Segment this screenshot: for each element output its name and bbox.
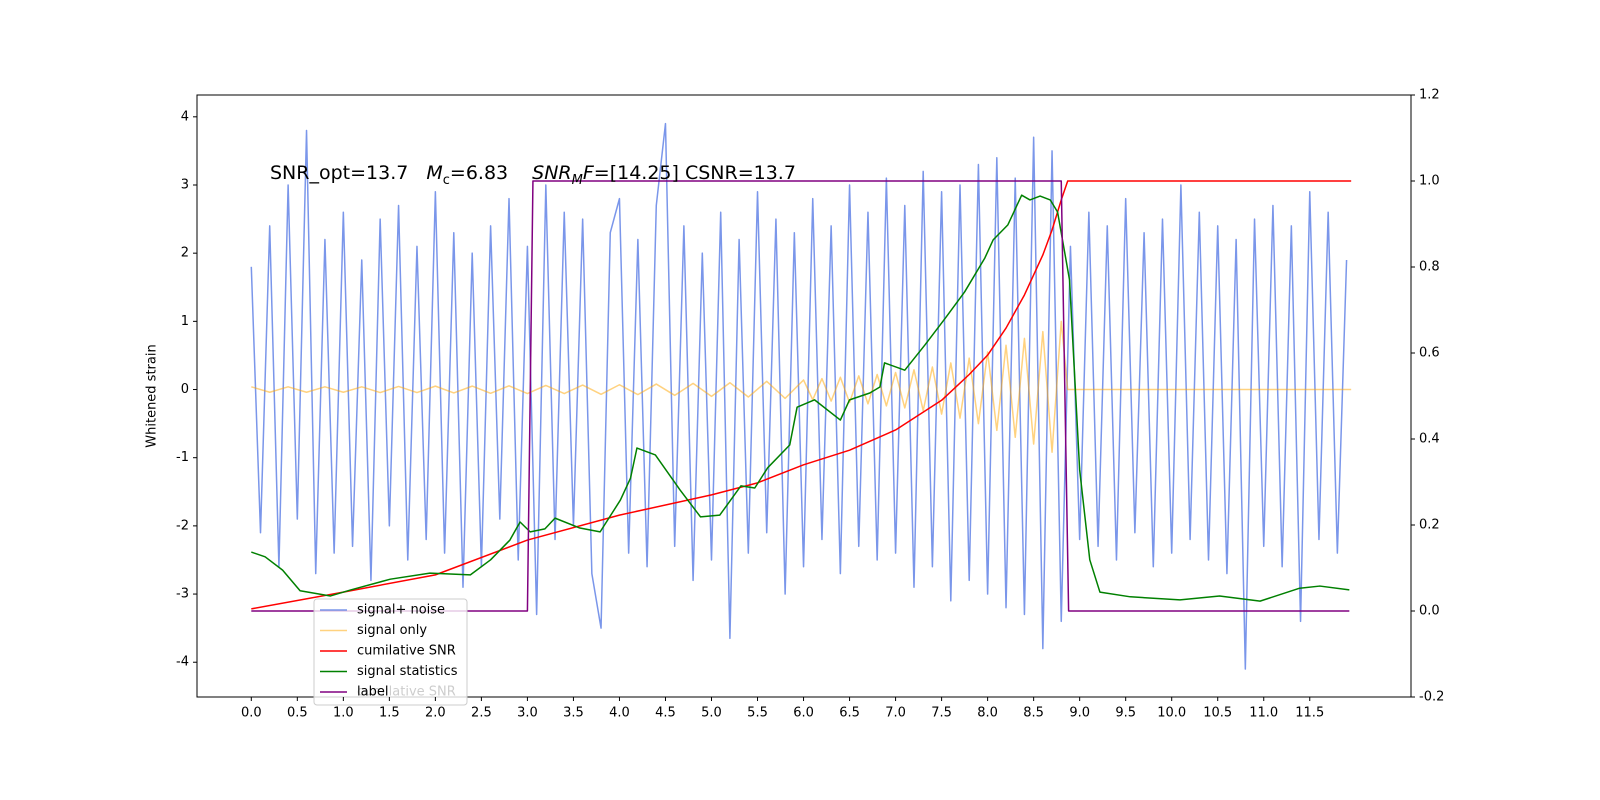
x-tick-label: 3.0 <box>517 706 538 721</box>
annotation-part: SNR <box>532 162 571 184</box>
x-tick-label: 11.0 <box>1249 706 1278 721</box>
legend-label: signal only <box>357 623 427 638</box>
y-tick-label: -4 <box>176 655 189 670</box>
x-tick-label: 5.0 <box>701 706 722 721</box>
series-line <box>251 180 1350 612</box>
legend-box <box>313 598 468 706</box>
x-tick-label: 6.5 <box>839 706 860 721</box>
y-tick-label: 0 <box>181 382 189 397</box>
x-tick-label: 11.5 <box>1295 706 1324 721</box>
legend-label: label <box>357 685 388 700</box>
annotation-part: F <box>583 162 595 184</box>
series-line <box>251 320 1352 453</box>
series-line <box>251 180 1352 610</box>
x-tick-label: 7.5 <box>931 706 952 721</box>
annotation-part: M <box>426 162 442 184</box>
y-tick-label: -2 <box>176 518 189 533</box>
x-tick-label: 4.0 <box>609 706 630 721</box>
y-tick-label: -1 <box>176 450 189 465</box>
y-tick-label: 4 <box>181 109 189 124</box>
y-tick-label: -3 <box>176 587 189 602</box>
legend-label: cumilative SNR <box>357 644 456 659</box>
annotation-part: =[14.25] CSNR=13.7 <box>594 162 796 184</box>
x-tick-label: 10.0 <box>1157 706 1186 721</box>
y-tick-label: 3 <box>181 177 189 192</box>
annotation-part: =6.83 <box>450 162 508 184</box>
x-tick-label: 10.5 <box>1203 706 1232 721</box>
series-line <box>250 122 1348 670</box>
y2-tick-label: -0.2 <box>1419 690 1444 705</box>
y2-tick-label: 0.4 <box>1419 432 1440 447</box>
y2-tick-label: 0.8 <box>1419 260 1440 275</box>
plot-area <box>250 122 1352 670</box>
x-tick-label: 0.5 <box>287 706 308 721</box>
y2-tick-label: 0.2 <box>1419 518 1440 533</box>
annotation-part: SNR_opt=13.7 <box>270 162 408 184</box>
x-tick-label: 9.5 <box>1115 706 1136 721</box>
annotation-part: M <box>572 173 583 188</box>
x-tick-label: 8.5 <box>1023 706 1044 721</box>
y2-tick-label: 1.0 <box>1419 174 1440 189</box>
series-line <box>251 194 1350 602</box>
x-tick-label: 6.0 <box>793 706 814 721</box>
x-tick-label: 2.5 <box>471 706 492 721</box>
x-tick-label: 2.0 <box>425 706 446 721</box>
annotation-part: c <box>443 173 450 188</box>
y2-tick-label: 0.6 <box>1419 346 1440 361</box>
x-tick-label: 5.5 <box>747 706 768 721</box>
y-axis-label: Whitened strain <box>145 344 160 447</box>
legend-label: signal+ noise <box>357 603 445 618</box>
y-tick-label: 2 <box>181 246 189 261</box>
x-tick-label: 1.5 <box>379 706 400 721</box>
x-tick-label: 3.5 <box>563 706 584 721</box>
x-tick-label: 9.0 <box>1069 706 1090 721</box>
y-tick-label: 1 <box>181 314 189 329</box>
x-tick-label: 4.5 <box>655 706 676 721</box>
x-tick-label: 1.0 <box>333 706 354 721</box>
x-tick-label: 0.0 <box>241 706 262 721</box>
x-tick-label: 8.0 <box>977 706 998 721</box>
y2-tick-label: 0.0 <box>1419 604 1440 619</box>
annotation: SNR_opt=13.7 Mc=6.83 SNRMF=[14.25] CSNR=13… <box>270 162 796 189</box>
y2-tick-label: 1.2 <box>1419 88 1440 103</box>
legend-label: signal statistics <box>357 664 458 679</box>
x-tick-label: 7.0 <box>885 706 906 721</box>
